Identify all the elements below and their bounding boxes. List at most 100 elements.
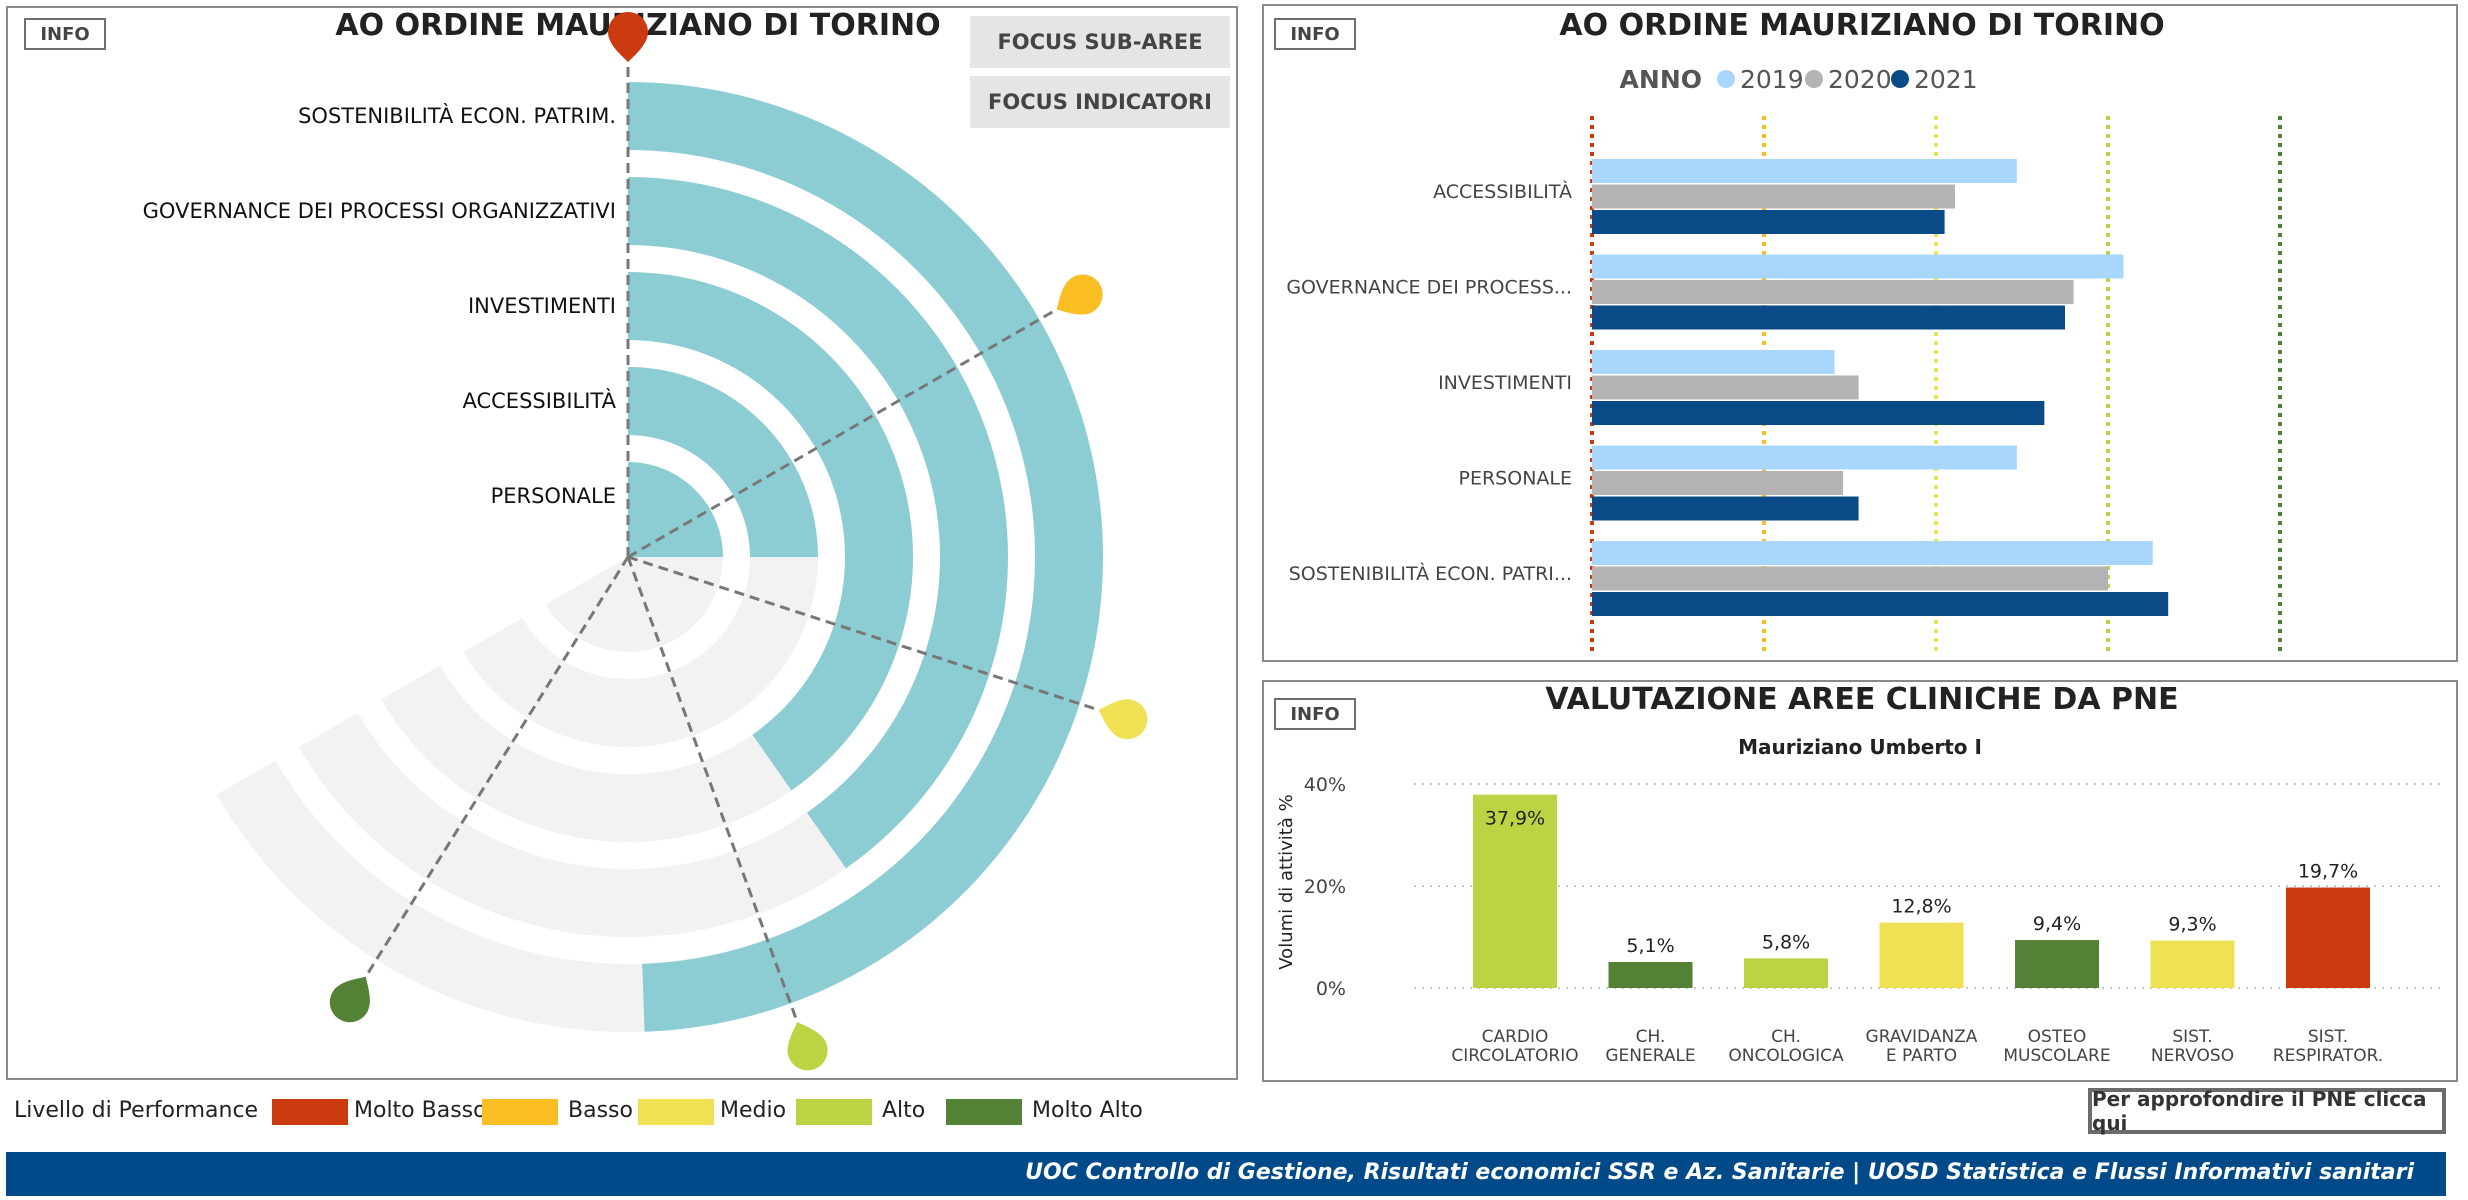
legend-swatch-medio (638, 1099, 714, 1125)
pne-y-tick: 20% (1304, 876, 1346, 898)
hbar-bar[interactable] (1592, 184, 1955, 209)
threshold-line-2 (627, 305, 1062, 559)
pne-y-tick: 0% (1316, 978, 1346, 1000)
pne-category-label: NERVOSO (2151, 1046, 2234, 1066)
pne-category-label: ONCOLOGICA (1728, 1046, 1844, 1066)
ring-label-2: GOVERNANCE DEI PROCESSI ORGANIZZATIVI (143, 199, 616, 223)
pne-subtitle: Mauriziano Umberto I (1738, 735, 1982, 759)
legend-label-medio: Medio (720, 1098, 787, 1123)
hbar-legend-label-2021: 2021 (1914, 65, 1978, 94)
radial-chart: SOSTENIBILITÀ ECON. PATRIM. GOVERNANCE DE… (143, 12, 1148, 1071)
focus-indicatori-button[interactable]: FOCUS INDICATORI (970, 76, 1230, 128)
hbar-bar[interactable] (1592, 445, 2017, 470)
pne-bar[interactable] (1608, 961, 1693, 988)
ring-label-4: ACCESSIBILITÀ (462, 388, 616, 413)
radial-ring-3[interactable] (628, 272, 914, 791)
hbar-chart: ANNO 2019 2020 2021 ACCESSIBILITÀ GOVERNANCE… (1286, 65, 2282, 656)
hbar-bar[interactable] (1592, 471, 1844, 495)
pne-bar[interactable] (1744, 958, 1828, 988)
radial-ring-4[interactable] (628, 367, 818, 557)
legend-label-molto-basso: Molto Basso (354, 1098, 487, 1123)
threshold-line-5 (361, 556, 630, 982)
hbar-category-label: PERSONALE (1459, 468, 1572, 490)
hbar-bar[interactable] (1592, 210, 1945, 234)
pne-link-button[interactable]: Per approfondire il PNE clicca qui (2088, 1087, 2446, 1135)
hbar-bar[interactable] (1592, 566, 2108, 591)
hbar-category-label: SOSTENIBILITÀ ECON. PATRI... (1289, 562, 1572, 585)
pne-data-label: 5,1% (1626, 935, 1674, 957)
hbar-bar[interactable] (1592, 350, 1835, 374)
pne-bar[interactable] (1879, 922, 1964, 988)
legend-title: Livello di Performance (14, 1098, 259, 1123)
pne-info-button[interactable]: INFO (1274, 698, 1356, 730)
pne-bar[interactable] (2015, 940, 2099, 988)
threshold-marker-1 (608, 12, 648, 62)
threshold-line-3 (627, 555, 1104, 713)
pne-y-axis-title: Volumi di attività % (1276, 794, 1297, 969)
hbar-bar[interactable] (1592, 592, 2169, 616)
hbar-category-label: INVESTIMENTI (1438, 372, 1572, 394)
footer-bar: UOC Controllo di Gestione, Risultati eco… (6, 1152, 2446, 1196)
footer-text: UOC Controllo di Gestione, Risultati eco… (1025, 1160, 2414, 1185)
ring-label-1: SOSTENIBILITÀ ECON. PATRIM. (298, 103, 616, 128)
pne-bar[interactable] (1473, 794, 1557, 988)
pne-category-label: E PARTO (1886, 1046, 1957, 1066)
hbar-legend-label-2019: 2019 (1740, 65, 1804, 94)
pne-category-label: MUSCOLARE (2003, 1046, 2110, 1066)
pne-category-label: SIST. (2172, 1027, 2212, 1047)
pne-data-label: 19,7% (2298, 861, 2358, 883)
hbar-bar[interactable] (1592, 496, 1859, 521)
radial-ring-1[interactable] (628, 82, 1103, 1032)
pne-category-label: CIRCOLATORIO (1451, 1046, 1578, 1066)
pne-category-label: OSTEO (2028, 1027, 2087, 1047)
ring-label-3: INVESTIMENTI (468, 294, 616, 318)
pne-data-label: 9,4% (2033, 913, 2081, 935)
hbar-bar[interactable] (1592, 280, 2074, 304)
legend-label-molto-alto: Molto Alto (1032, 1098, 1143, 1123)
legend-swatch-molto-basso (272, 1099, 348, 1125)
hbar-title: AO ORDINE MAURIZIANO DI TORINO (1559, 8, 2165, 43)
pne-category-label: GENERALE (1605, 1046, 1695, 1066)
threshold-marker-3 (1098, 699, 1148, 740)
pne-category-label: SIST. (2308, 1027, 2348, 1047)
pne-title: VALUTAZIONE AREE CLINICHE DA PNE (1545, 682, 2179, 717)
threshold-line-4 (626, 556, 801, 1028)
hbar-category-label: ACCESSIBILITÀ (1433, 180, 1572, 203)
hbar-legend-dot-2019 (1717, 70, 1735, 88)
hbar-bar[interactable] (1592, 159, 2017, 183)
radial-ring-2[interactable] (628, 177, 1009, 869)
pne-panel: INFO VALUTAZIONE AREE CLINICHE DA PNE Ma… (1262, 680, 2458, 1082)
pne-y-tick: 40% (1304, 774, 1346, 796)
threshold-marker-5 (329, 976, 370, 1023)
threshold-marker-4 (787, 1022, 828, 1071)
hbar-bar[interactable] (1592, 401, 2045, 425)
pne-data-label: 12,8% (1891, 896, 1951, 918)
hbar-legend-label-2020: 2020 (1828, 65, 1892, 94)
hbar-legend-dot-2020 (1805, 70, 1823, 88)
ring-label-5: PERSONALE (491, 484, 616, 508)
pne-category-label: CARDIO (1482, 1027, 1549, 1047)
pne-bar[interactable] (2286, 887, 2370, 988)
hbar-info-button[interactable]: INFO (1274, 18, 1356, 50)
radial-ring-5[interactable] (628, 462, 723, 557)
pne-category-label: CH. (1771, 1027, 1801, 1047)
hbar-legend-dot-2021 (1891, 70, 1909, 88)
focus-subaree-button[interactable]: FOCUS SUB-AREE (970, 16, 1230, 68)
pne-data-label: 9,3% (2168, 914, 2216, 936)
legend-swatch-molto-alto (946, 1099, 1022, 1125)
legend-swatch-alto (796, 1099, 872, 1125)
legend-label-basso: Basso (568, 1098, 633, 1123)
hbar-category-label: GOVERNANCE DEI PROCESS... (1286, 277, 1572, 299)
pne-data-label: 37,9% (1485, 808, 1545, 830)
pne-chart: Mauriziano Umberto I Volumi di attività %… (1276, 735, 2444, 1066)
hbar-bar[interactable] (1592, 254, 2124, 279)
legend-swatch-basso (482, 1099, 558, 1125)
hbar-bar[interactable] (1592, 541, 2153, 565)
hbar-bar[interactable] (1592, 375, 1859, 400)
hbar-panel: INFO AO ORDINE MAURIZIANO DI TORINO ANNO… (1262, 4, 2458, 662)
pne-category-label: RESPIRATOR. (2273, 1046, 2383, 1066)
pne-bar[interactable] (2150, 940, 2235, 988)
radial-info-button[interactable]: INFO (24, 18, 106, 50)
hbar-bar[interactable] (1592, 305, 2065, 330)
legend-label-alto: Alto (882, 1098, 926, 1123)
